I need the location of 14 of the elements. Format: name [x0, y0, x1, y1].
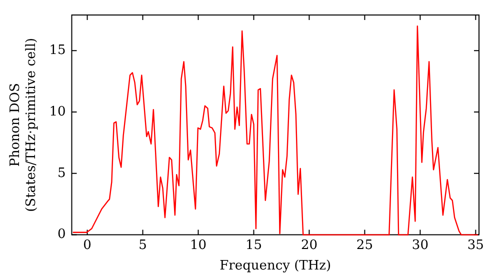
y-tick-label: 0 — [57, 227, 66, 242]
x-tick-label: 35 — [467, 238, 484, 253]
x-tick-label: 5 — [138, 238, 147, 253]
x-axis-title: Frequency (THz) — [220, 258, 332, 274]
x-tick-label: 0 — [83, 238, 92, 253]
y-tick-label: 10 — [49, 104, 66, 120]
x-tick-label: 20 — [300, 238, 318, 253]
x-tick-label: 25 — [356, 238, 373, 253]
x-tick-label: 30 — [412, 238, 428, 253]
y-tick-label: 15 — [49, 42, 66, 58]
y-tick-label: 5 — [57, 166, 66, 181]
x-tick-label: 10 — [190, 238, 207, 253]
y-axis-title: Phonon DOS (States/THz·primitive cell) — [8, 38, 39, 212]
x-tick-label: 15 — [245, 238, 262, 253]
